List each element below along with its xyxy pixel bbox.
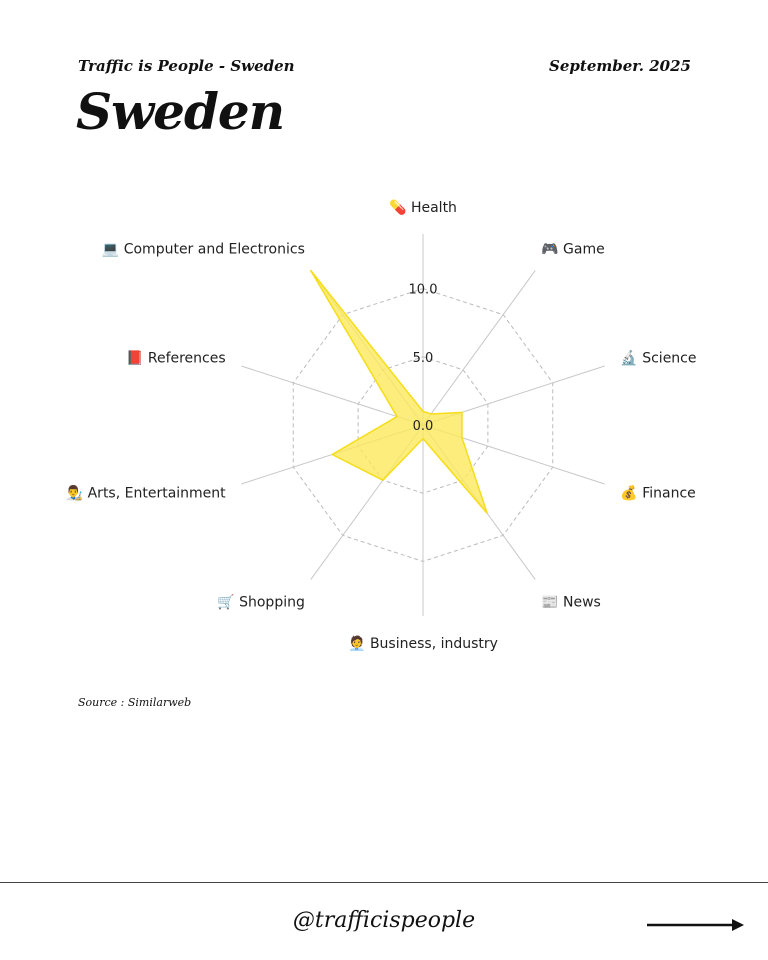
category-icon: 🛒 (217, 593, 239, 610)
subtitle: Traffic is People - Sweden (78, 57, 295, 75)
category-icon: 🎮 (541, 242, 563, 258)
category-label: Health (411, 200, 457, 216)
category-label: Shopping (239, 594, 305, 610)
category-icon: 📰 (541, 594, 563, 610)
axis-label: 💻 Computer and Electronics (102, 242, 305, 258)
category-icon: 📕 (126, 350, 148, 367)
category-icon: 💻 (102, 242, 124, 258)
category-label: Arts, Entertainment (88, 485, 227, 501)
category-icon: 👨‍🎨 (66, 484, 88, 501)
axis-label: 🧑‍💼 Business, industry (348, 634, 498, 652)
category-label: Game (563, 242, 605, 258)
footer-divider (0, 882, 768, 883)
axis-label: 👨‍🎨 Arts, Entertainment (66, 484, 226, 501)
category-label: Science (642, 351, 696, 367)
axis-label: 📰 News (541, 594, 601, 610)
data-area (309, 269, 488, 515)
axis-label: 🎮 Game (541, 242, 605, 258)
date: September. 2025 (549, 57, 691, 75)
category-label: Business, industry (370, 636, 498, 652)
source-note: Source : Similarweb (78, 696, 192, 709)
category-label: News (563, 594, 601, 610)
radar-chart: 0.0 5.0 10.0 💊 Health 🎮 Game 🔬 Science 💰 Finan… (66, 198, 697, 652)
social-handle[interactable]: @trafficispeople (292, 908, 476, 933)
tick-label: 10.0 (409, 283, 438, 298)
category-label: References (148, 351, 226, 367)
category-icon: 🔬 (620, 349, 642, 367)
category-icon: 🧑‍💼 (348, 634, 370, 652)
category-icon: 💰 (620, 484, 642, 501)
axis-label: 💰 Finance (620, 484, 695, 501)
axis-label: 📕 References (126, 350, 226, 367)
axis-line (422, 270, 536, 426)
category-label: Finance (642, 485, 696, 501)
category-label: Computer and Electronics (124, 242, 305, 258)
axis-label: 🔬 Science (620, 349, 696, 367)
tick-label: 5.0 (413, 351, 434, 366)
category-icon: 💊 (389, 198, 411, 216)
axis-label: 🛒 Shopping (217, 593, 305, 610)
axis-label: 💊 Health (389, 198, 457, 216)
tick-label: 0.0 (413, 419, 434, 434)
page-title: Sweden (76, 82, 285, 141)
axis-line (241, 365, 424, 426)
right-arrow-icon[interactable] (646, 915, 746, 935)
